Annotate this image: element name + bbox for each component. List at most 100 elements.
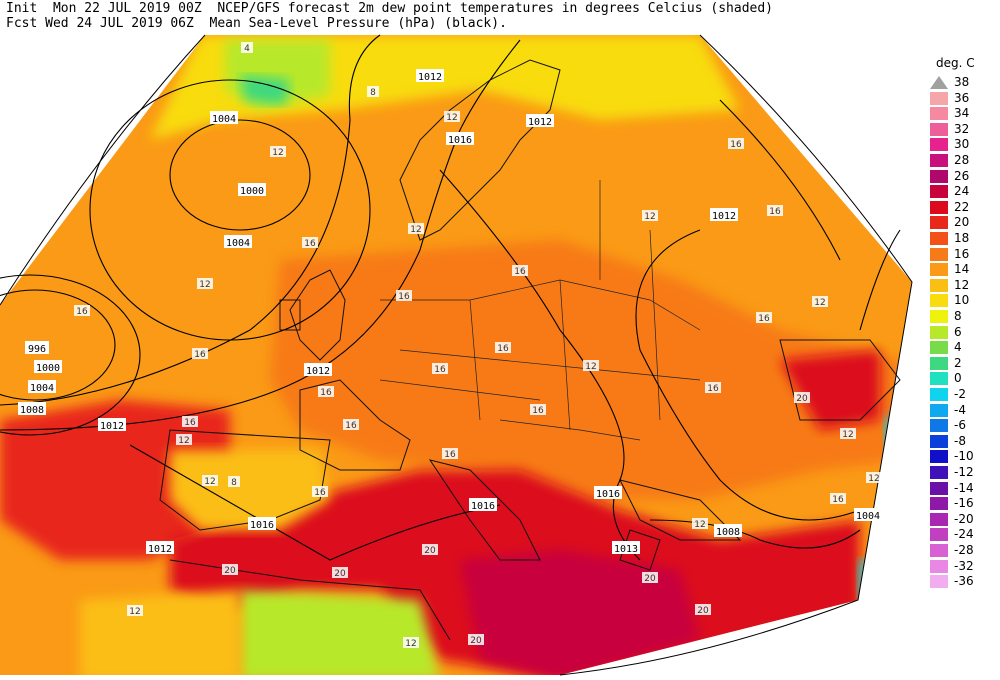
svg-text:1016: 1016 bbox=[250, 520, 274, 531]
svg-text:12: 12 bbox=[410, 225, 421, 235]
legend-swatch bbox=[930, 294, 948, 308]
svg-text:16: 16 bbox=[398, 292, 410, 302]
legend-swatch bbox=[930, 388, 948, 401]
svg-text:16: 16 bbox=[76, 307, 88, 317]
isobar-label: 1016 bbox=[469, 498, 497, 512]
svg-text:1012: 1012 bbox=[100, 421, 124, 432]
legend-item: 20 bbox=[930, 216, 1000, 231]
isobar-label: 1016 bbox=[446, 132, 474, 146]
isobar-label: 1016 bbox=[594, 486, 622, 500]
dewpoint-label: 20 bbox=[642, 572, 658, 584]
legend-item: 18 bbox=[930, 232, 1000, 247]
svg-text:12: 12 bbox=[842, 430, 853, 440]
legend-triangle-icon bbox=[930, 76, 948, 89]
legend-label: -32 bbox=[954, 558, 974, 573]
legend-label: 28 bbox=[954, 153, 970, 167]
dewpoint-label: 16 bbox=[705, 382, 721, 394]
legend-item: -32 bbox=[930, 558, 1000, 575]
svg-text:1016: 1016 bbox=[596, 489, 620, 500]
dewpoint-label: 16 bbox=[830, 493, 846, 505]
isobar-label: 1004 bbox=[28, 380, 56, 394]
legend-label: -8 bbox=[954, 433, 966, 448]
legend-label: -14 bbox=[954, 480, 974, 495]
svg-text:12: 12 bbox=[814, 298, 825, 308]
svg-text:16: 16 bbox=[194, 350, 206, 360]
svg-text:1013: 1013 bbox=[614, 544, 638, 555]
svg-text:12: 12 bbox=[199, 280, 210, 290]
legend-label: -4 bbox=[954, 402, 966, 417]
legend-item: 24 bbox=[930, 185, 1000, 200]
svg-text:1004: 1004 bbox=[30, 383, 54, 394]
dewpoint-label: 16 bbox=[74, 305, 90, 317]
legend-swatch bbox=[930, 403, 948, 417]
svg-text:1008: 1008 bbox=[716, 527, 740, 538]
svg-text:4: 4 bbox=[244, 44, 250, 54]
legend-label: -36 bbox=[954, 574, 974, 589]
dewpoint-label: 16 bbox=[512, 265, 528, 277]
legend-swatch bbox=[930, 356, 948, 370]
legend-swatch bbox=[930, 200, 948, 214]
isobar-label: 1008 bbox=[714, 524, 742, 538]
legend-swatch bbox=[930, 341, 948, 355]
country-borders bbox=[379, 180, 701, 441]
dewpoint-label: 20 bbox=[468, 634, 484, 646]
svg-text:1000: 1000 bbox=[240, 186, 264, 197]
dewpoint-label: 12 bbox=[127, 605, 143, 617]
legend-label: -16 bbox=[954, 496, 974, 511]
svg-text:996: 996 bbox=[28, 344, 46, 355]
isobar-label: 1012 bbox=[146, 541, 174, 555]
svg-text:20: 20 bbox=[796, 394, 808, 404]
legend-label: -28 bbox=[954, 543, 974, 557]
legend-swatch bbox=[930, 91, 948, 105]
svg-text:16: 16 bbox=[730, 140, 742, 150]
legend-item: -4 bbox=[930, 402, 1000, 419]
legend-item: 14 bbox=[930, 263, 1000, 278]
dewpoint-map: 1012 1004 1000 1004 996 1000 1004 1008 1… bbox=[0, 34, 913, 676]
legend-swatch bbox=[930, 138, 948, 152]
svg-text:16: 16 bbox=[769, 207, 781, 217]
legend-label: 8 bbox=[954, 309, 962, 323]
legend-swatch bbox=[930, 512, 948, 526]
isobar-label-layer: 1012 1004 1000 1004 996 1000 1004 1008 1… bbox=[18, 69, 882, 555]
legend-label: 24 bbox=[954, 184, 970, 199]
legend-item: 36 bbox=[930, 91, 1000, 107]
dewpoint-label: 4 bbox=[241, 42, 253, 54]
legend-item: 12 bbox=[930, 277, 1000, 294]
legend-item: 0 bbox=[930, 372, 1000, 387]
legend-item: -14 bbox=[930, 480, 1000, 497]
legend-swatch bbox=[930, 247, 948, 261]
dewpoint-label: 12 bbox=[692, 518, 708, 530]
svg-text:16: 16 bbox=[314, 488, 326, 498]
dewpoint-label: 16 bbox=[343, 419, 359, 431]
isobar-label: 1016 bbox=[248, 517, 276, 531]
svg-text:12: 12 bbox=[272, 148, 283, 158]
legend-swatch bbox=[930, 528, 948, 542]
legend-item: 22 bbox=[930, 200, 1000, 216]
isobar-label: 996 bbox=[25, 341, 49, 355]
legend-swatch bbox=[930, 481, 948, 495]
legend-swatch bbox=[930, 497, 948, 511]
legend-swatch bbox=[930, 154, 948, 167]
dewpoint-label: 16 bbox=[767, 205, 783, 217]
dewpoint-label: 8 bbox=[367, 86, 379, 98]
svg-text:8: 8 bbox=[370, 88, 376, 98]
dewpoint-shading bbox=[0, 35, 912, 675]
legend-item: 4 bbox=[930, 341, 1000, 356]
svg-text:12: 12 bbox=[204, 477, 215, 487]
svg-text:16: 16 bbox=[444, 450, 456, 460]
legend-swatch bbox=[930, 216, 948, 230]
legend-label: -6 bbox=[954, 418, 966, 433]
svg-text:12: 12 bbox=[129, 607, 140, 617]
legend-swatch bbox=[930, 310, 948, 323]
svg-text:16: 16 bbox=[304, 239, 316, 249]
legend-label: 12 bbox=[954, 277, 970, 292]
legend-label: 0 bbox=[954, 371, 962, 386]
legend-label: 4 bbox=[954, 340, 962, 355]
dewpoint-label: 16 bbox=[312, 486, 328, 498]
svg-text:1012: 1012 bbox=[528, 117, 552, 128]
header-line-2: Fcst Wed 24 JUL 2019 06Z Mean Sea-Level … bbox=[6, 16, 507, 31]
svg-text:8: 8 bbox=[231, 478, 237, 488]
svg-text:20: 20 bbox=[224, 566, 236, 576]
dewpoint-label: 12 bbox=[840, 428, 856, 440]
legend-swatch bbox=[930, 559, 948, 573]
